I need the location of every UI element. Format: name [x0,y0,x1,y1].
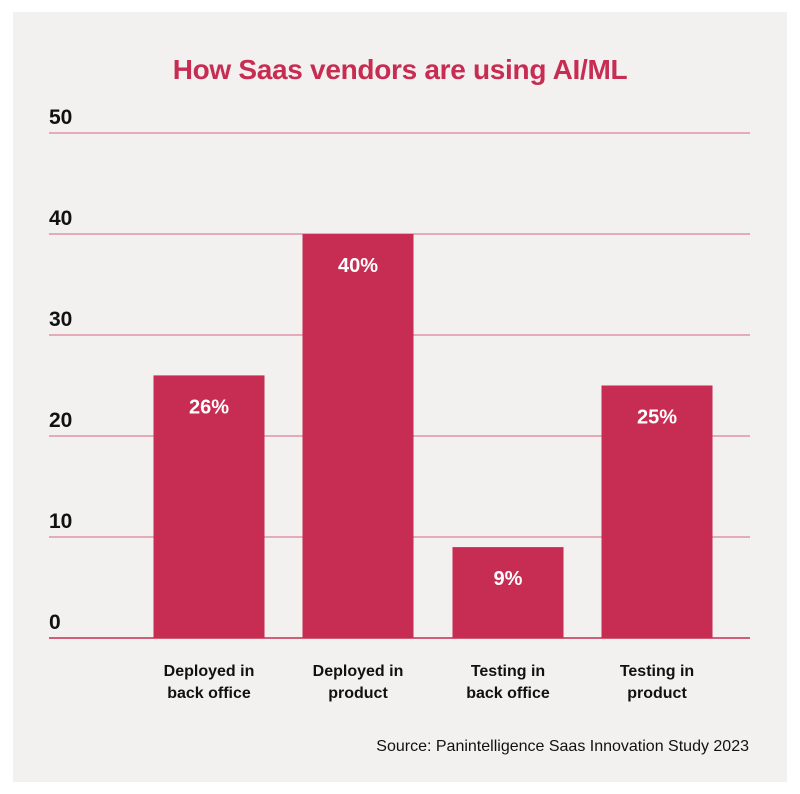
y-tick-label: 0 [49,611,61,634]
x-tick-label: back office [466,685,550,702]
y-tick-label: 30 [49,308,72,331]
data-label: 26% [189,396,229,418]
x-tick-label: back office [167,685,251,702]
y-tick-label: 20 [49,409,72,432]
y-tick-label: 50 [49,106,72,129]
chart-title: How Saas vendors are using AI/ML [172,54,628,85]
x-tick-label: Testing in [620,663,694,680]
bar [153,375,265,638]
source-note: Source: Panintelligence Saas Innovation … [376,738,749,755]
y-tick-label: 10 [49,510,72,533]
bar-chart: 0 10 20 30 40 50 26% Deployed in back office 40% D… [49,106,750,702]
bar [601,385,713,638]
x-tick-label: product [328,685,388,702]
bar [452,547,564,638]
chart-card: How Saas vendors are using AI/ML 0 10 20 30… [13,12,787,782]
x-tick-label: Deployed in [313,663,404,680]
x-tick-label: product [627,685,687,702]
x-tick-label: Testing in [471,663,545,680]
data-label: 25% [637,407,677,429]
bar [302,234,414,638]
data-label: 9% [494,568,523,590]
x-tick-label: Deployed in [164,663,255,680]
data-label: 40% [338,255,378,277]
y-tick-label: 40 [49,207,72,230]
